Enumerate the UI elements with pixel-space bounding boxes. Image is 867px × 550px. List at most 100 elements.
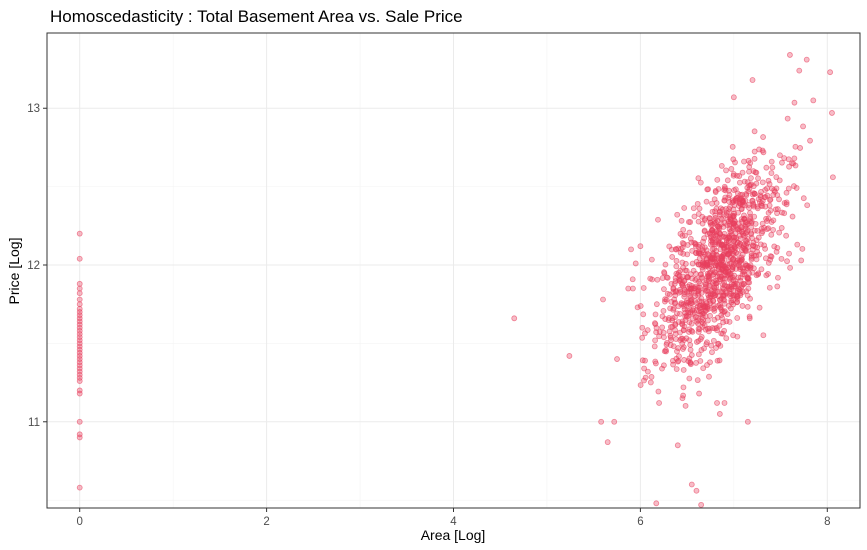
- data-point: [706, 373, 712, 380]
- data-point: [749, 77, 756, 83]
- data-point: [784, 258, 790, 265]
- data-point: [680, 392, 687, 399]
- data-point: [712, 262, 719, 269]
- data-point: [687, 346, 694, 353]
- data-point: [614, 356, 620, 362]
- data-point: [723, 167, 729, 174]
- data-point: [760, 149, 767, 156]
- data-point: [687, 342, 694, 348]
- data-point: [693, 487, 700, 494]
- data-point: [726, 206, 732, 212]
- data-point: [76, 230, 83, 237]
- data-point: [680, 226, 687, 233]
- data-point: [727, 216, 734, 222]
- data-point: [701, 244, 708, 251]
- data-point: [723, 335, 730, 342]
- data-point: [76, 280, 83, 287]
- data-point: [680, 301, 687, 308]
- data-point: [680, 367, 687, 373]
- data-point: [747, 210, 753, 216]
- data-point: [759, 220, 766, 227]
- data-point: [783, 201, 790, 208]
- data-point: [731, 283, 737, 290]
- data-point: [734, 315, 741, 321]
- data-point: [744, 274, 751, 281]
- data-point: [772, 188, 778, 195]
- data-point: [661, 286, 667, 293]
- data-point: [749, 197, 756, 204]
- data-point: [674, 348, 680, 355]
- data-point: [720, 319, 727, 326]
- data-point: [743, 191, 749, 197]
- data-point: [710, 302, 717, 309]
- data-point: [674, 211, 681, 218]
- data-point: [748, 231, 755, 238]
- data-point: [763, 164, 770, 171]
- data-point: [682, 402, 689, 409]
- y-axis-title: Price [Log]: [6, 238, 22, 305]
- data-point: [734, 251, 741, 257]
- data-point: [639, 334, 646, 341]
- data-point: [678, 335, 685, 342]
- data-point: [734, 299, 740, 306]
- data-point: [730, 156, 737, 163]
- data-point: [76, 390, 83, 397]
- data-point: [693, 300, 700, 307]
- data-point: [692, 270, 699, 277]
- data-point: [786, 250, 792, 257]
- data-point: [642, 330, 648, 337]
- data-point: [756, 251, 763, 258]
- data-point: [681, 205, 688, 211]
- data-point: [690, 205, 697, 212]
- data-point: [667, 305, 674, 312]
- data-point: [659, 313, 666, 320]
- data-point: [695, 218, 702, 225]
- data-point: [659, 365, 665, 372]
- data-point: [684, 251, 691, 258]
- data-point: [691, 213, 698, 220]
- data-point: [773, 248, 780, 255]
- data-point: [702, 287, 709, 294]
- data-point: [673, 355, 680, 362]
- data-point: [680, 327, 687, 334]
- data-point: [751, 213, 758, 220]
- data-point: [755, 175, 761, 182]
- data-point: [694, 339, 700, 345]
- data-point: [668, 246, 675, 253]
- data-point: [730, 94, 737, 101]
- data-point: [781, 155, 788, 162]
- data-point: [760, 332, 767, 339]
- data-point: [681, 357, 687, 363]
- x-tick-label: 0: [77, 516, 83, 528]
- data-point: [760, 134, 766, 140]
- data-point: [731, 244, 738, 250]
- data-point: [714, 176, 721, 183]
- data-point: [717, 246, 724, 253]
- data-point: [702, 215, 708, 222]
- data-point: [689, 260, 696, 267]
- data-point: [775, 274, 781, 281]
- data-point: [738, 205, 745, 212]
- data-point: [759, 179, 766, 186]
- data-point: [758, 189, 764, 195]
- data-point: [751, 128, 758, 135]
- data-point: [683, 299, 690, 306]
- data-point: [670, 361, 676, 368]
- data-point: [714, 289, 721, 295]
- data-point: [697, 179, 704, 186]
- data-point: [662, 261, 669, 268]
- data-point: [688, 239, 695, 246]
- data-point: [716, 225, 723, 232]
- data-point: [715, 262, 722, 269]
- data-point: [719, 261, 726, 268]
- data-point: [778, 255, 785, 262]
- data-point: [710, 298, 717, 304]
- x-tick-label: 4: [450, 516, 457, 528]
- data-point: [668, 337, 674, 344]
- data-point: [719, 206, 726, 213]
- data-point: [698, 295, 705, 302]
- data-point: [721, 272, 728, 279]
- data-point: [803, 56, 810, 63]
